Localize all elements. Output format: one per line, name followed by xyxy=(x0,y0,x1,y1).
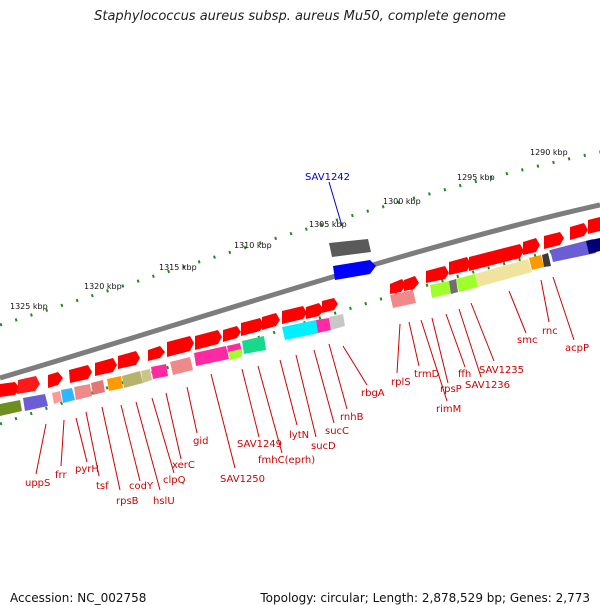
gene-label-rpsB: rpsB xyxy=(116,496,139,507)
gene-label-codY: codY xyxy=(129,481,154,492)
gene-label-gid: gid xyxy=(193,436,208,447)
accession-label: Accession: NC_002758 xyxy=(10,591,147,605)
gene-label-rplS: rplS xyxy=(391,377,411,388)
gene-label-frr: frr xyxy=(55,470,67,481)
scale-track xyxy=(0,150,600,327)
label-leader-lines xyxy=(35,276,575,491)
gene-labels: uppS frr pyrH tsf rpsB codY hslU clpQ xe… xyxy=(25,326,589,507)
gene-label-rbgA: rbgA xyxy=(361,388,385,399)
scale-labels: 1290 kbp 1295 kbp 1300 kbp 1305 kbp 1310… xyxy=(10,148,568,311)
genome-meta-label: Topology: circular; Length: 2,878,529 bp… xyxy=(260,591,590,605)
gene-label-lytN: lytN xyxy=(289,430,309,441)
gene-label-xerC: xerC xyxy=(172,460,195,471)
gene-label-hslU: hslU xyxy=(153,496,175,507)
selected-gene-label: SAV1242 xyxy=(305,172,350,183)
gene-label-rimM: rimM xyxy=(436,404,461,415)
scale-label-1290: 1290 kbp xyxy=(530,148,568,157)
gene-label-acpP: acpP xyxy=(565,343,589,354)
gene-label-rnc: rnc xyxy=(542,326,558,337)
gene-label-rpsP: rpsP xyxy=(440,384,462,395)
genome-backbone xyxy=(0,202,600,381)
gene-label-SAV1235: SAV1235 xyxy=(479,365,524,376)
gene-label-rnhB: rnhB xyxy=(340,412,364,423)
scale-label-1310: 1310 kbp xyxy=(234,241,272,250)
selected-gene-grey-feature xyxy=(329,239,371,257)
map-title: Staphylococcus aureus subsp. aureus Mu50… xyxy=(94,9,506,24)
scale-label-1305: 1305 kbp xyxy=(309,220,347,229)
selected-gene-leader xyxy=(328,181,343,227)
gene-label-sucC: sucC xyxy=(325,426,349,437)
scale-label-1320: 1320 kbp xyxy=(84,282,122,291)
gene-features[interactable] xyxy=(0,217,600,416)
gene-label-uppS: uppS xyxy=(25,478,50,489)
selected-gene[interactable]: SAV1242 xyxy=(305,172,376,280)
scale-label-1325: 1325 kbp xyxy=(10,302,48,311)
gene-label-SAV1250: SAV1250 xyxy=(220,474,265,485)
gene-label-sucD: sucD xyxy=(311,441,336,452)
scale-label-1295: 1295 kbp xyxy=(457,173,495,182)
gene-label-SAV1236: SAV1236 xyxy=(465,380,510,391)
gene-label-pyrH: pyrH xyxy=(75,464,99,475)
gene-label-fmhC: fmhC(eprh) xyxy=(258,455,315,466)
selected-gene-blue-feature xyxy=(333,260,376,280)
gene-label-SAV1249: SAV1249 xyxy=(237,439,282,450)
gene-label-tsf: tsf xyxy=(96,481,109,492)
scale-label-1300: 1300 kbp xyxy=(383,197,421,206)
gene-label-smc: smc xyxy=(517,335,537,346)
gene-label-clpQ: clpQ xyxy=(163,475,186,486)
gene-label-trmD: trmD xyxy=(414,369,440,380)
scale-label-1315: 1315 kbp xyxy=(159,263,197,272)
gene-label-ffh: ffh xyxy=(458,369,471,380)
